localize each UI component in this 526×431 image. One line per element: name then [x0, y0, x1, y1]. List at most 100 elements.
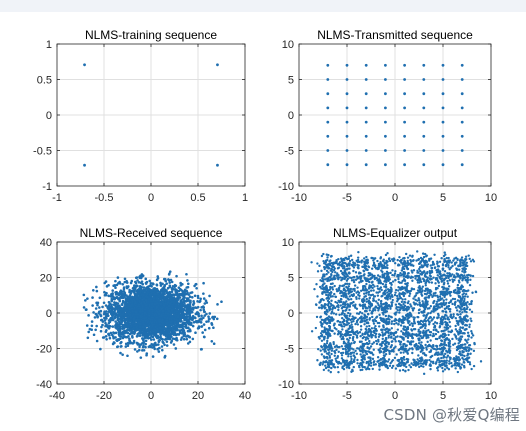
data-point: [174, 305, 177, 309]
data-point: [202, 292, 205, 295]
data-point: [107, 324, 111, 328]
data-point: [118, 333, 121, 337]
data-point: [418, 298, 421, 302]
data-point: [377, 340, 380, 343]
data-point: [163, 343, 166, 347]
data-point: [172, 328, 176, 331]
data-point: [95, 314, 99, 317]
data-point: [384, 106, 387, 110]
data-point: [123, 320, 127, 324]
data-point: [92, 333, 96, 337]
data-point: [105, 310, 108, 313]
data-point: [165, 282, 168, 285]
x-tick-label: 20: [192, 390, 204, 402]
data-point: [191, 318, 194, 322]
data-point: [323, 326, 326, 329]
data-point: [411, 324, 414, 328]
data-point: [447, 264, 450, 267]
data-point: [157, 312, 161, 316]
data-point: [202, 297, 206, 300]
data-point: [434, 332, 438, 336]
data-point: [395, 288, 398, 292]
data-point: [389, 286, 393, 289]
data-point: [331, 286, 334, 289]
data-point: [359, 334, 362, 338]
data-point: [127, 335, 130, 338]
data-point: [326, 299, 330, 303]
data-point: [188, 340, 192, 344]
data-point: [119, 311, 122, 315]
data-point: [200, 314, 203, 318]
data-point: [459, 354, 463, 357]
data-point: [354, 322, 357, 326]
data-point: [331, 270, 334, 274]
data-point: [150, 306, 153, 309]
data-point: [135, 325, 138, 329]
data-point: [419, 269, 422, 273]
data-point: [107, 326, 111, 330]
data-point: [447, 276, 450, 280]
data-point: [148, 279, 151, 283]
data-point: [126, 354, 129, 358]
data-point: [132, 339, 136, 343]
data-point: [340, 316, 344, 320]
data-point: [131, 342, 135, 345]
data-point: [204, 299, 208, 303]
data-point: [212, 326, 215, 330]
data-point: [326, 78, 330, 81]
data-point: [356, 362, 359, 365]
data-point: [167, 337, 171, 341]
data-point: [141, 334, 144, 337]
data-point: [105, 337, 108, 341]
data-point: [103, 316, 106, 320]
data-point: [460, 149, 464, 152]
data-point: [93, 316, 97, 319]
data-point: [104, 304, 108, 307]
data-point: [202, 281, 205, 285]
data-point: [441, 63, 445, 67]
data-point: [191, 324, 195, 328]
data-point: [180, 332, 184, 335]
data-point: [220, 300, 223, 304]
data-point: [94, 328, 97, 332]
data-point: [429, 331, 433, 334]
data-point: [417, 311, 421, 315]
data-point: [384, 149, 387, 152]
data-point: [165, 340, 169, 343]
data-point: [123, 277, 127, 281]
data-point: [95, 339, 99, 343]
data-point: [412, 297, 415, 300]
data-point: [193, 294, 197, 298]
data-point: [419, 256, 423, 260]
data-point: [320, 254, 324, 258]
data-point: [167, 298, 170, 302]
data-point: [190, 308, 194, 311]
data-point: [117, 282, 120, 285]
data-point: [136, 334, 139, 338]
data-point: [322, 273, 326, 276]
chart-title: NLMS-training sequence: [85, 28, 217, 42]
data-point: [121, 290, 125, 293]
data-point: [212, 342, 216, 345]
data-point: [165, 337, 168, 341]
data-point: [143, 311, 147, 315]
data-point: [456, 313, 460, 316]
data-point: [87, 314, 90, 317]
data-point: [158, 323, 162, 326]
data-point: [326, 92, 330, 96]
data-point: [177, 294, 181, 297]
data-point: [196, 327, 200, 330]
data-point: [334, 313, 338, 316]
data-point: [337, 257, 340, 261]
data-point: [191, 295, 194, 299]
data-point: [348, 259, 352, 263]
data-point: [173, 299, 176, 303]
data-point: [327, 294, 330, 297]
data-point: [207, 320, 210, 323]
data-point: [183, 316, 186, 320]
data-points: [82, 270, 223, 359]
data-point: [203, 328, 207, 332]
data-point: [326, 291, 329, 294]
data-point: [176, 295, 179, 299]
data-point: [447, 330, 450, 333]
